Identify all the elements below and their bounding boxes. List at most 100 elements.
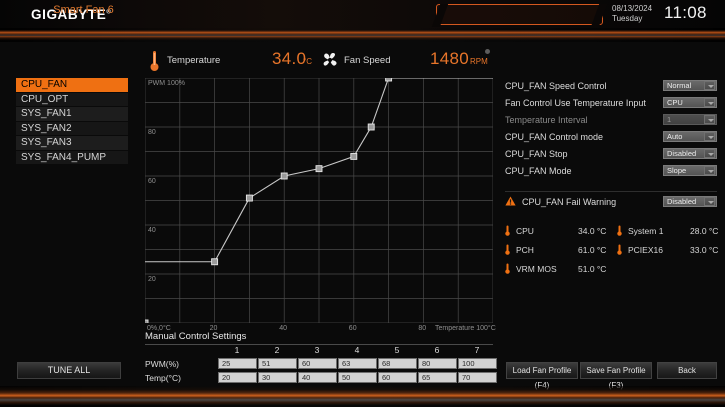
chevron-down-icon[interactable] <box>704 132 715 141</box>
option-label: CPU_FAN Stop <box>505 149 568 159</box>
tune-all-button[interactable]: TUNE ALL <box>17 362 121 379</box>
curve-control-point[interactable] <box>385 78 393 82</box>
fanspeed-indicator-dot <box>485 49 490 54</box>
chevron-down-icon[interactable] <box>704 197 715 206</box>
table-row-label: Temp(°C) <box>145 373 181 383</box>
x-axis-tick-label: 40 <box>279 325 287 332</box>
curve-control-point[interactable] <box>367 123 375 131</box>
table-cell-input[interactable]: 30 <box>258 372 297 383</box>
table-cell-input[interactable]: 40 <box>298 372 337 383</box>
option-dropdown[interactable]: CPU <box>663 97 717 108</box>
sensor-value: 34.0 °C <box>578 226 607 236</box>
table-column-header: 2 <box>274 345 280 355</box>
option-dropdown[interactable]: Slope <box>663 165 717 176</box>
curve-control-point[interactable] <box>211 258 219 266</box>
warning-divider <box>505 191 717 192</box>
trademark-mark: ® <box>106 9 112 16</box>
sidebar-item-label: SYS_FAN4_PUMP <box>21 151 107 163</box>
sensor-value: 61.0 °C <box>578 245 607 255</box>
x-axis-tick-label: 60 <box>348 325 357 332</box>
option-label: CPU_FAN Control mode <box>505 132 604 142</box>
table-column-header: 3 <box>314 345 320 355</box>
fail-warning-label: CPU_FAN Fail Warning <box>522 197 617 207</box>
page-title: Smart Fan 6 <box>53 4 114 16</box>
curve-control-point[interactable] <box>315 165 323 173</box>
curve-control-point[interactable] <box>280 172 288 180</box>
fanspeed-unit: RPM <box>470 57 488 66</box>
date-value: 08/13/2024 <box>612 4 653 13</box>
sidebar-item-cpu_fan[interactable]: CPU_FAN <box>16 78 128 93</box>
table-row-label: PWM(%) <box>145 359 179 369</box>
option-dropdown[interactable]: 1 <box>663 114 717 125</box>
fan-icon <box>323 52 337 66</box>
table-cell-input[interactable]: 60 <box>298 358 337 369</box>
temperature-unit: °C <box>303 57 312 66</box>
curve-control-point[interactable] <box>245 194 253 202</box>
x-axis-tick-label: Temperature 100°C <box>435 325 496 332</box>
option-dropdown[interactable]: Disabled <box>663 148 717 159</box>
load-fan-profile-button[interactable]: Load Fan Profile (F4) <box>506 362 578 390</box>
frame-notch-right <box>590 4 608 27</box>
y-axis-tick-label: PWM 100% <box>148 80 185 87</box>
sensor-name: PCH <box>516 245 534 255</box>
sidebar-item-sys_fan1[interactable]: SYS_FAN1 <box>16 107 128 122</box>
sensor-value: 51.0 °C <box>578 264 607 274</box>
manual-control-divider <box>145 344 493 345</box>
table-cell-input[interactable]: 60 <box>378 372 417 383</box>
x-axis-tick-label: 80 <box>418 325 427 332</box>
table-cell-input[interactable]: 80 <box>418 358 457 369</box>
option-value: Disabled <box>667 149 697 158</box>
sidebar-item-sys_fan2[interactable]: SYS_FAN2 <box>16 121 128 136</box>
table-cell-input[interactable]: 68 <box>378 358 417 369</box>
sidebar-item-sys_fan3[interactable]: SYS_FAN3 <box>16 136 128 151</box>
frame-notch-left <box>431 4 449 27</box>
temperature-value: 34.0 <box>272 49 307 68</box>
option-dropdown[interactable]: Auto <box>663 131 717 142</box>
save-fan-profile-button[interactable]: Save Fan Profile (F3) <box>580 362 652 390</box>
thermometer-icon <box>505 263 510 274</box>
fail-warning-value: Disabled <box>667 197 697 206</box>
table-cell-input[interactable]: 63 <box>338 358 377 369</box>
chevron-down-icon[interactable] <box>704 166 715 175</box>
sidebar-item-label: SYS_FAN2 <box>21 122 72 134</box>
option-label: CPU_FAN Speed Control <box>505 81 607 91</box>
option-label: Temperature Interval <box>505 115 588 125</box>
sidebar-item-label: CPU_OPT <box>21 93 69 105</box>
table-cell-input[interactable]: 100 <box>458 358 497 369</box>
option-value: CPU <box>667 98 683 107</box>
chevron-down-icon[interactable] <box>704 115 715 124</box>
curve-origin-point[interactable] <box>145 319 149 323</box>
table-cell-input[interactable]: 51 <box>258 358 297 369</box>
sensor-value: 28.0 °C <box>690 226 719 236</box>
sidebar-item-label: SYS_FAN3 <box>21 137 72 148</box>
sidebar-item-cpu_opt[interactable]: CPU_OPT <box>16 92 128 107</box>
thermometer-icon <box>505 225 510 236</box>
fanspeed-value: 1480 <box>430 49 470 68</box>
fail-warning-dropdown[interactable]: Disabled <box>663 196 717 207</box>
table-cell-input[interactable]: 70 <box>458 372 497 383</box>
chevron-down-icon[interactable] <box>704 98 715 107</box>
fan-curve-plot[interactable] <box>145 78 493 323</box>
table-column-header: 5 <box>394 345 400 355</box>
table-cell-input[interactable]: 50 <box>338 372 377 383</box>
date-display: 08/13/2024 Tuesday <box>612 4 652 24</box>
decorative-streak-bottom <box>0 386 725 407</box>
back-button[interactable]: Back <box>657 362 717 379</box>
y-axis-tick-label: 20 <box>148 276 156 283</box>
sidebar-item-sys_fan4_pump[interactable]: SYS_FAN4_PUMP <box>16 150 128 165</box>
option-dropdown[interactable]: Normal <box>663 80 717 91</box>
fan-curve-chart[interactable] <box>145 78 493 323</box>
table-cell-input[interactable]: 20 <box>218 372 257 383</box>
curve-control-point[interactable] <box>350 152 358 160</box>
brand-logo: GIGABYTE® <box>31 7 112 22</box>
option-value: Normal <box>667 81 692 90</box>
table-cell-input[interactable]: 65 <box>418 372 457 383</box>
sensor-name: System 1 <box>628 226 664 236</box>
table-cell-input[interactable]: 25 <box>218 358 257 369</box>
fan-selector-list[interactable]: CPU_FAN CPU_OPT SYS_FAN1 SYS_FAN2 SYS_FAN3 SY… <box>16 78 128 165</box>
table-column-header: 6 <box>434 345 440 355</box>
option-value: 1 <box>667 115 672 124</box>
chevron-down-icon[interactable] <box>704 81 715 90</box>
y-axis-tick-label: 80 <box>148 129 156 136</box>
chevron-down-icon[interactable] <box>704 149 715 158</box>
